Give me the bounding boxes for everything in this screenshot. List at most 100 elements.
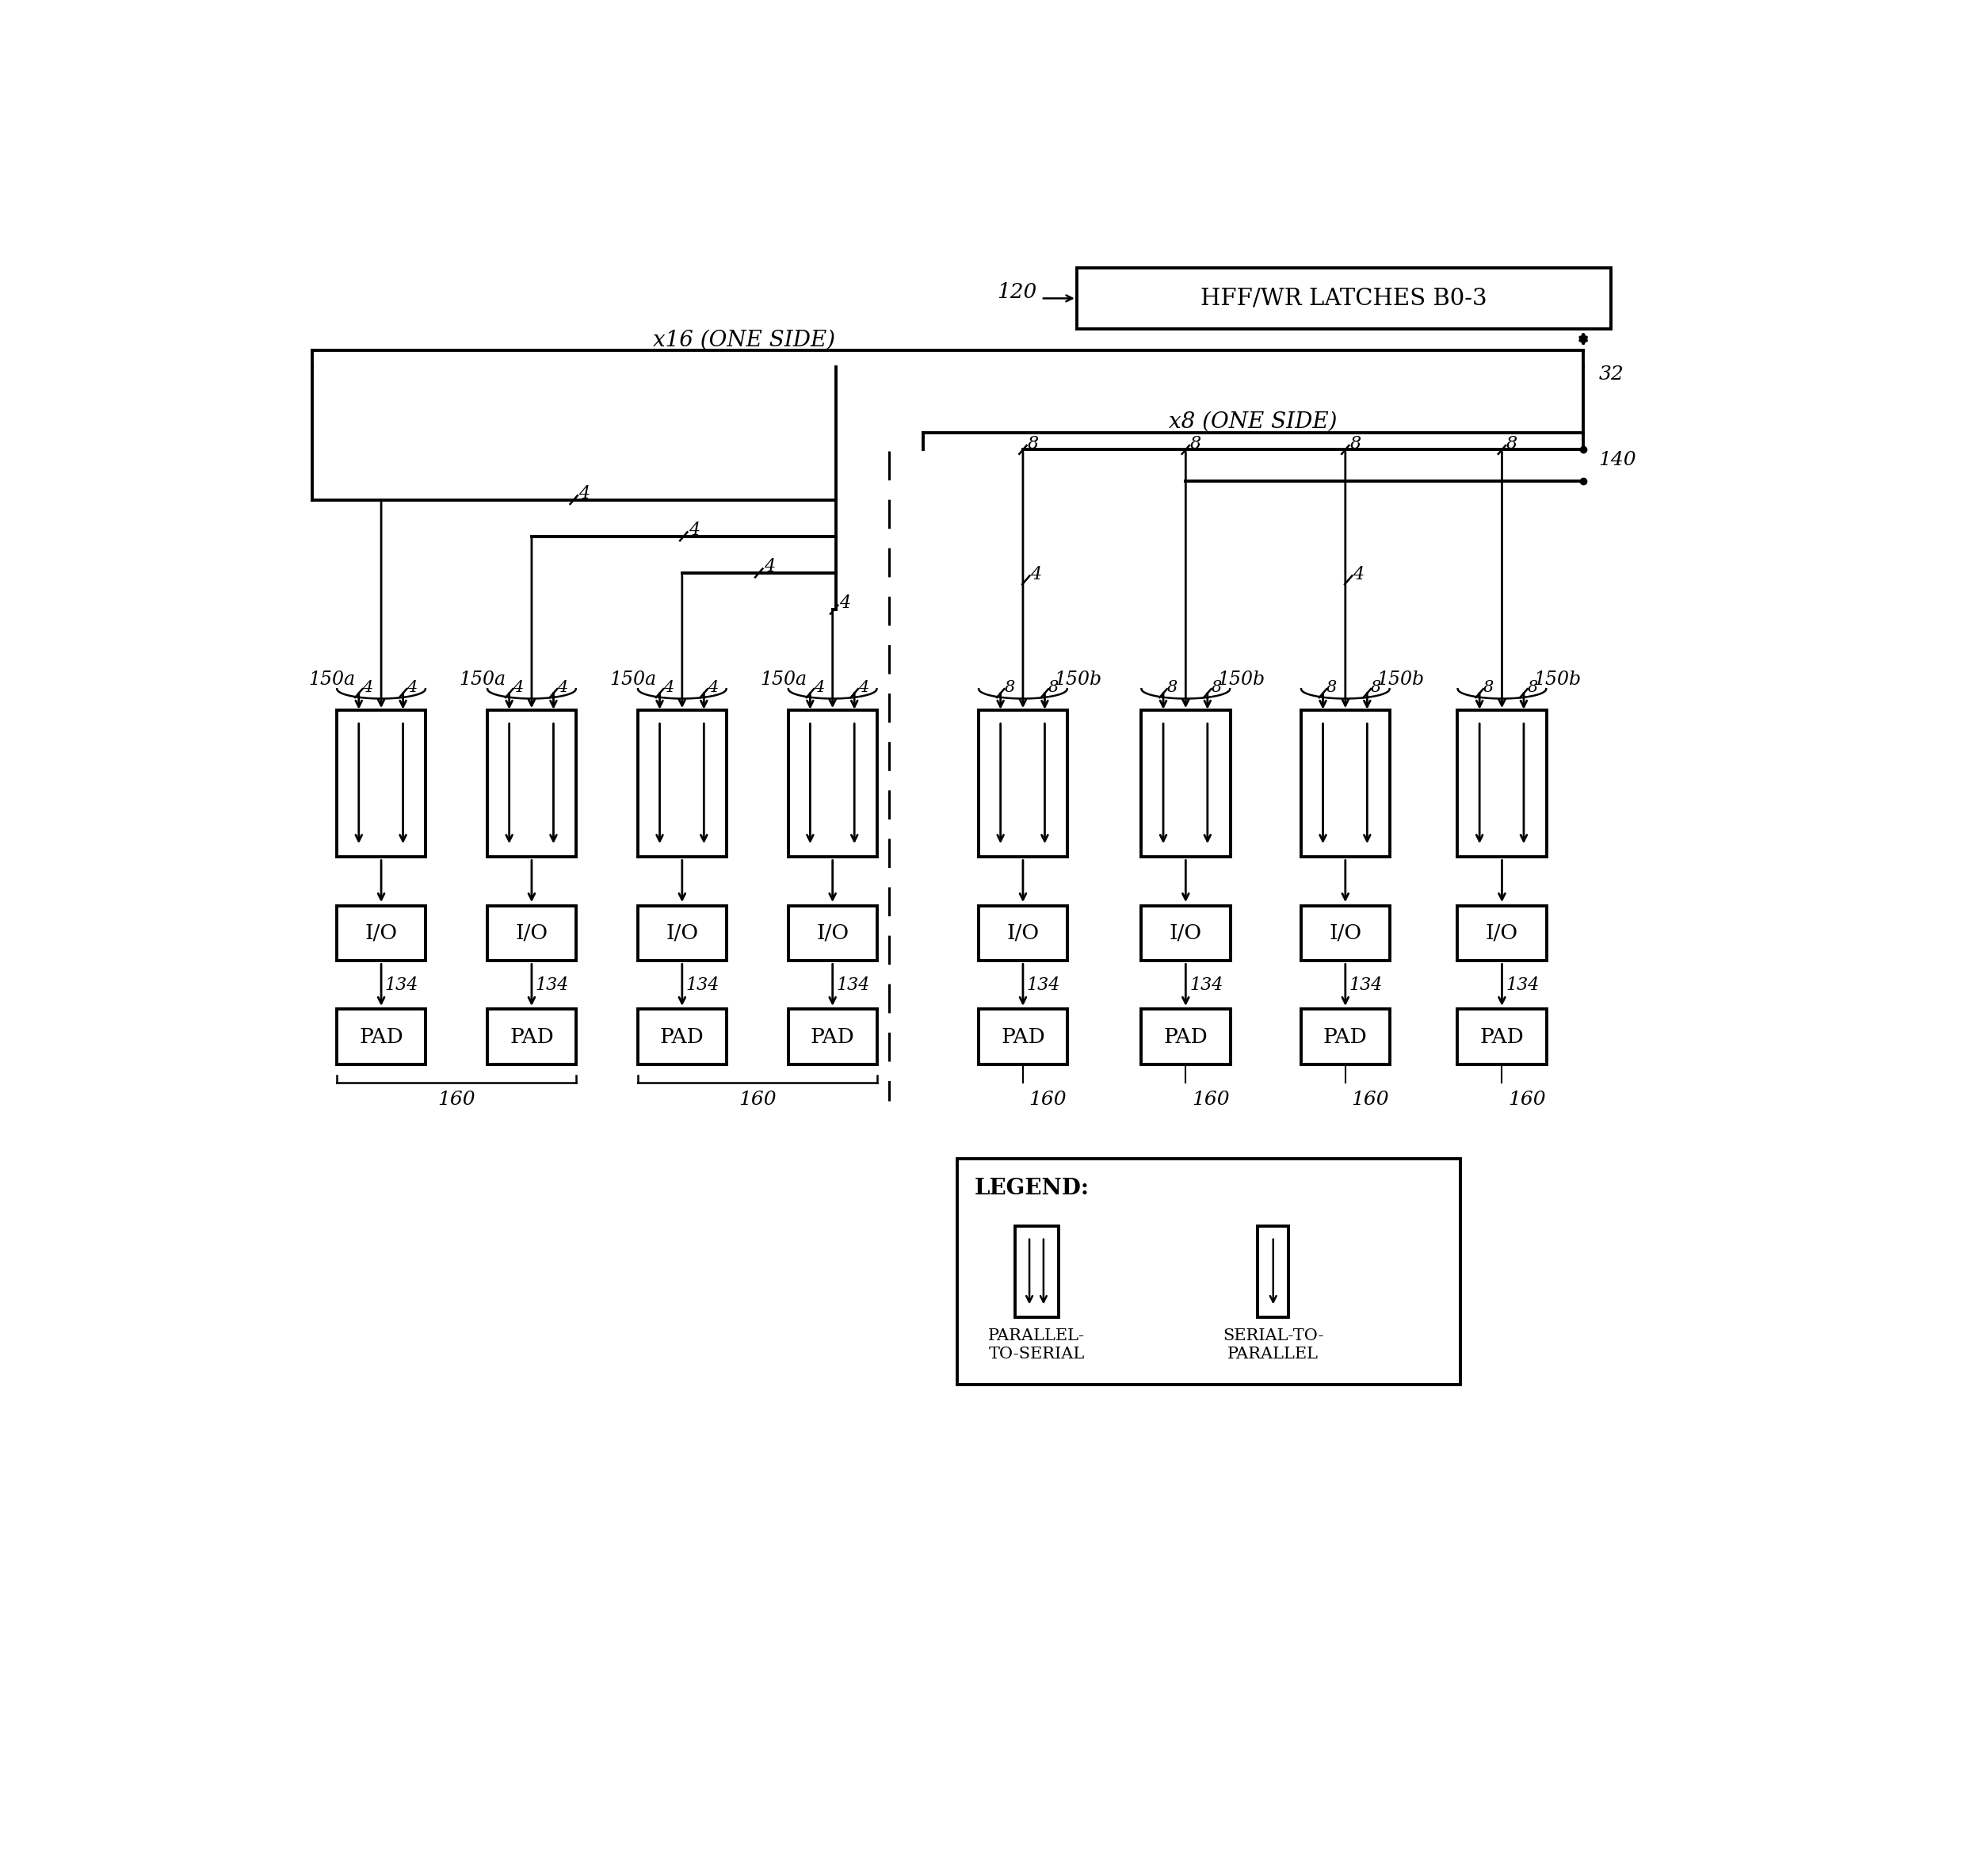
Text: HFF/WR LATCHES B0-3: HFF/WR LATCHES B0-3	[1200, 287, 1488, 310]
Text: I/O: I/O	[666, 923, 699, 944]
Text: 134: 134	[685, 976, 719, 994]
Text: 4: 4	[578, 484, 590, 503]
Bar	[487, 711, 576, 857]
Text: 160: 160	[1193, 1090, 1230, 1109]
Text: 134: 134	[384, 976, 418, 994]
Text: I/O: I/O	[365, 923, 398, 944]
Text: I/O: I/O	[1486, 923, 1517, 944]
Bar	[1016, 1227, 1058, 1317]
Text: 8: 8	[1484, 681, 1494, 696]
Text: PAD: PAD	[1163, 1026, 1208, 1047]
Text: 134: 134	[1026, 976, 1060, 994]
Text: 4: 4	[406, 681, 418, 696]
Text: LEGEND:: LEGEND:	[975, 1178, 1090, 1199]
Text: 8: 8	[1371, 681, 1381, 696]
Bar	[638, 1009, 727, 1064]
Text: PAD: PAD	[660, 1026, 703, 1047]
Text: 4: 4	[707, 681, 717, 696]
Text: 150a: 150a	[309, 670, 355, 688]
Text: 8: 8	[1028, 435, 1038, 452]
Text: 134: 134	[1189, 976, 1222, 994]
Bar	[957, 1159, 1460, 1384]
Bar	[979, 906, 1068, 961]
Text: PAD: PAD	[359, 1026, 404, 1047]
Text: 8: 8	[1506, 435, 1517, 452]
Text: PAD: PAD	[810, 1026, 854, 1047]
Text: 4: 4	[765, 559, 775, 576]
Bar	[1458, 906, 1547, 961]
Text: 150a: 150a	[761, 670, 806, 688]
Text: x8 (ONE SIDE): x8 (ONE SIDE)	[1169, 411, 1337, 431]
Text: I/O: I/O	[1169, 923, 1202, 944]
Bar	[1141, 906, 1230, 961]
Text: I/O: I/O	[816, 923, 850, 944]
Text: 4: 4	[814, 681, 824, 696]
Text: 150b: 150b	[1054, 670, 1101, 688]
Text: 4: 4	[858, 681, 868, 696]
Text: I/O: I/O	[1006, 923, 1040, 944]
Text: 8: 8	[1527, 681, 1537, 696]
Text: PAD: PAD	[1323, 1026, 1367, 1047]
Text: 160: 160	[438, 1090, 475, 1109]
Bar	[1458, 1009, 1547, 1064]
Text: 4: 4	[1353, 567, 1363, 583]
Text: 8: 8	[1048, 681, 1060, 696]
Text: 8: 8	[1004, 681, 1014, 696]
Bar	[487, 906, 576, 961]
Text: 160: 160	[739, 1090, 777, 1109]
Text: I/O: I/O	[1329, 923, 1361, 944]
Bar	[337, 1009, 426, 1064]
Text: 150b: 150b	[1533, 670, 1581, 688]
Bar	[1141, 711, 1230, 857]
Text: 140: 140	[1599, 450, 1636, 469]
Text: 134: 134	[1349, 976, 1383, 994]
Bar	[788, 711, 878, 857]
Text: 150a: 150a	[610, 670, 656, 688]
Bar	[487, 1009, 576, 1064]
Text: 8: 8	[1327, 681, 1337, 696]
Text: x16 (ONE SIDE): x16 (ONE SIDE)	[654, 328, 836, 351]
Text: 8: 8	[1210, 681, 1222, 696]
Text: 4: 4	[1030, 567, 1042, 583]
Text: 120: 120	[996, 283, 1036, 302]
Text: I/O: I/O	[515, 923, 549, 944]
Text: 4: 4	[513, 681, 523, 696]
Text: 150b: 150b	[1377, 670, 1424, 688]
Bar	[1141, 1009, 1230, 1064]
Bar	[638, 711, 727, 857]
Text: 134: 134	[1506, 976, 1539, 994]
Text: PAD: PAD	[1000, 1026, 1046, 1047]
Text: PARALLEL-
TO-SERIAL: PARALLEL- TO-SERIAL	[989, 1328, 1086, 1362]
Bar	[1302, 1009, 1391, 1064]
Text: PAD: PAD	[509, 1026, 555, 1047]
Text: 8: 8	[1349, 435, 1361, 452]
Text: 32: 32	[1599, 366, 1624, 385]
Bar	[638, 906, 727, 961]
Bar	[337, 711, 426, 857]
Bar	[788, 1009, 878, 1064]
Text: SERIAL-TO-
PARALLEL: SERIAL-TO- PARALLEL	[1222, 1328, 1323, 1362]
Text: 160: 160	[1351, 1090, 1389, 1109]
Bar	[1078, 268, 1611, 328]
Text: 4: 4	[664, 681, 674, 696]
Text: 150a: 150a	[460, 670, 505, 688]
Bar	[1458, 711, 1547, 857]
Text: 4: 4	[557, 681, 569, 696]
Bar	[1302, 711, 1391, 857]
Text: 160: 160	[1508, 1090, 1545, 1109]
Text: PAD: PAD	[1480, 1026, 1523, 1047]
Text: 134: 134	[535, 976, 569, 994]
Text: 4: 4	[840, 595, 850, 612]
Text: 160: 160	[1028, 1090, 1068, 1109]
Bar	[337, 906, 426, 961]
Bar	[788, 906, 878, 961]
Bar	[979, 711, 1068, 857]
Bar	[1258, 1227, 1288, 1317]
Bar	[979, 1009, 1068, 1064]
Text: 134: 134	[836, 976, 870, 994]
Text: 8: 8	[1167, 681, 1177, 696]
Text: 4: 4	[689, 522, 699, 538]
Bar	[1302, 906, 1391, 961]
Text: 8: 8	[1191, 435, 1200, 452]
Text: 150b: 150b	[1216, 670, 1264, 688]
